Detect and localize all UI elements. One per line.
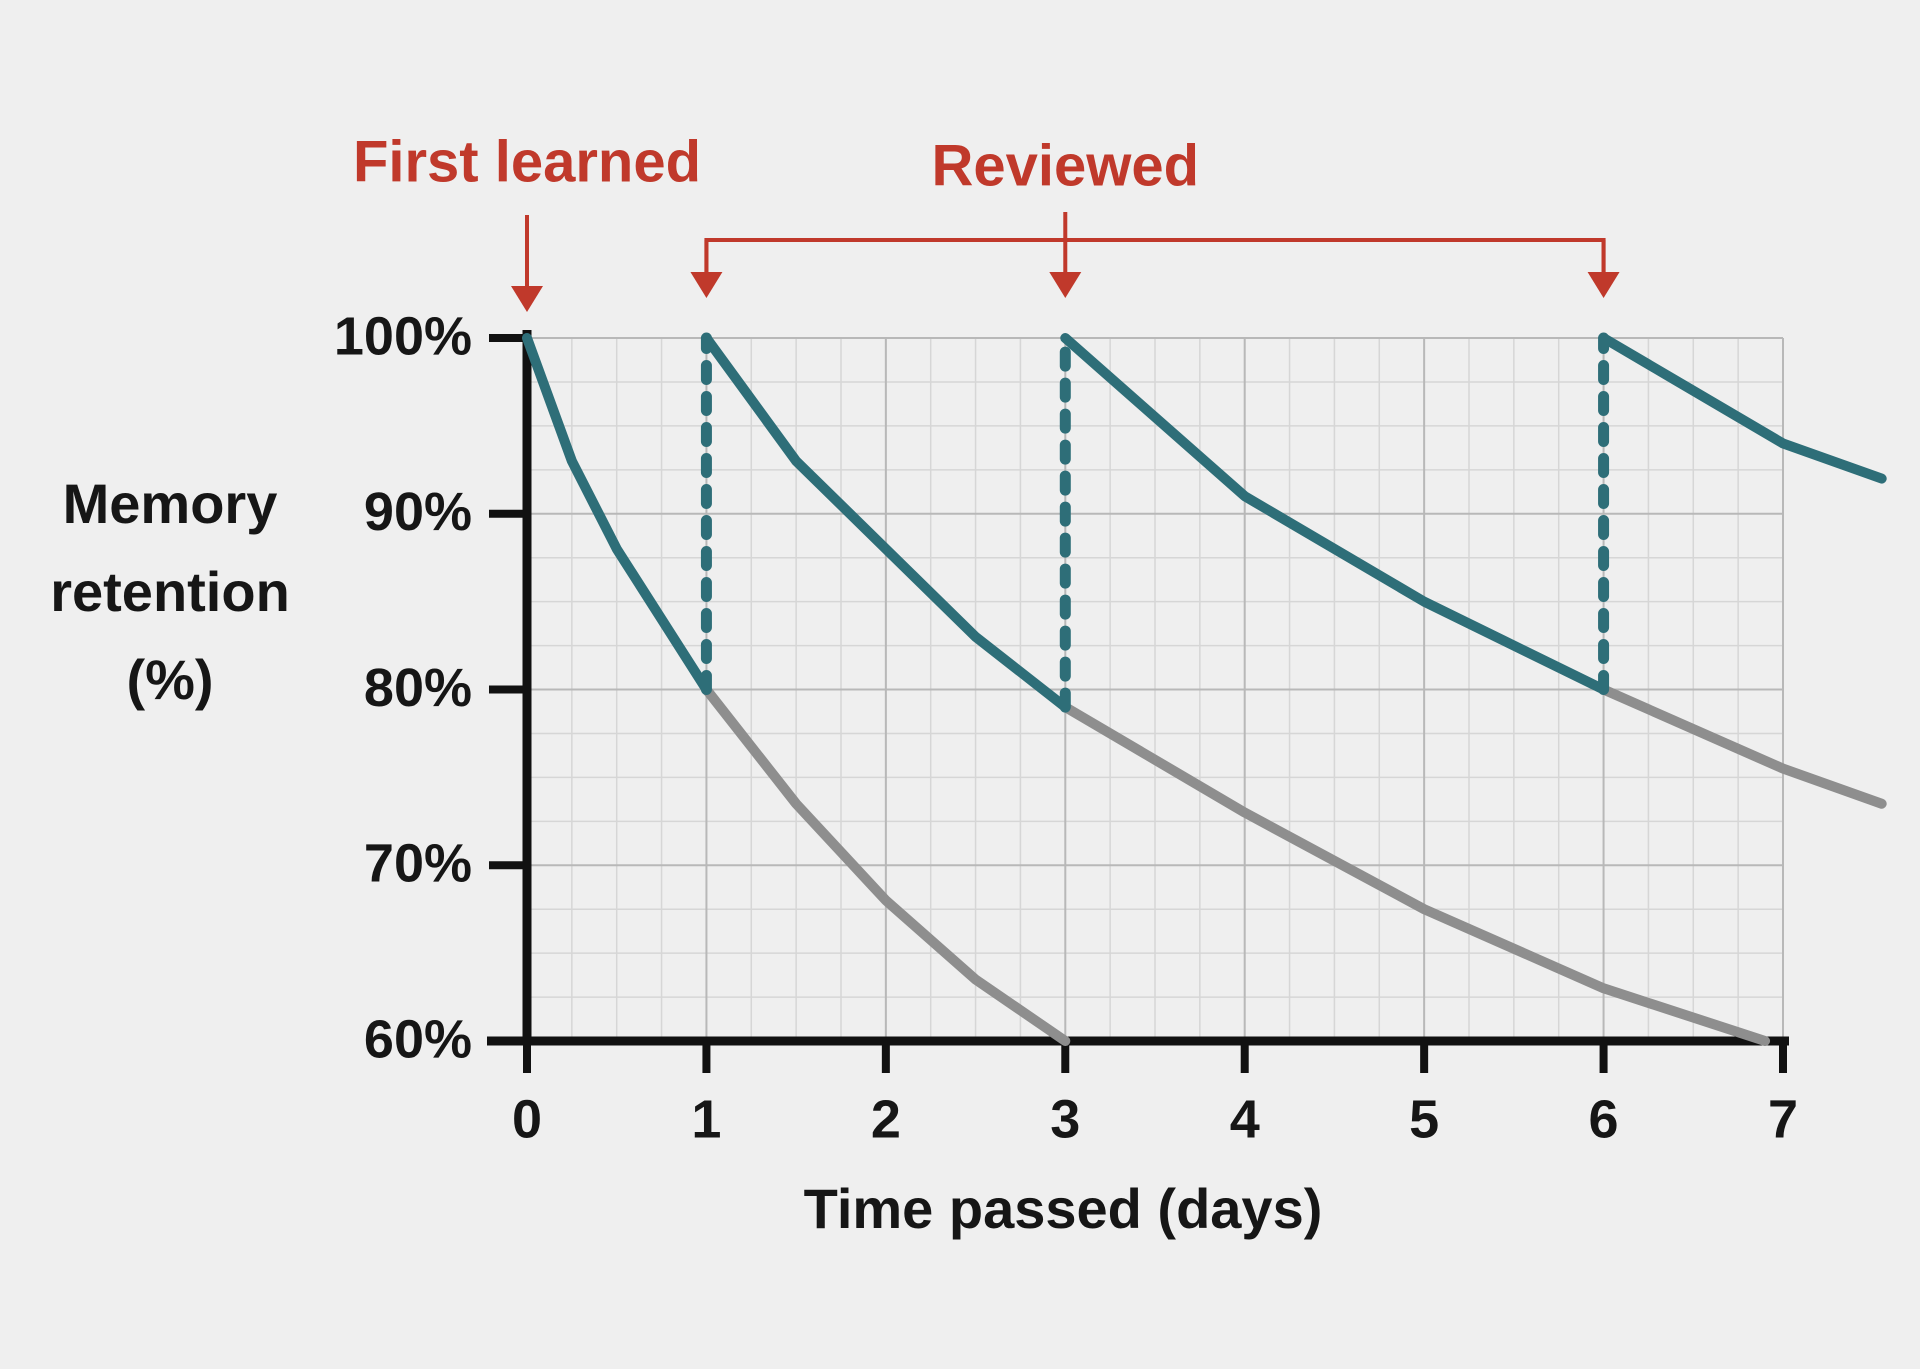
y-tick-label: 80%	[364, 658, 472, 718]
arrow-head	[690, 272, 723, 298]
y-axis-label: Memory retention (%)	[50, 472, 290, 711]
y-tick-label: 90%	[364, 482, 472, 542]
x-tick-label: 6	[1589, 1089, 1619, 1149]
bracket	[704, 238, 1606, 275]
arrow-head	[1587, 272, 1620, 298]
y-tick-label: 100%	[334, 306, 472, 366]
x-tick-label: 5	[1409, 1089, 1439, 1149]
curve	[1060, 333, 1609, 695]
x-tick-label: 3	[1050, 1089, 1080, 1149]
annotation: First learned	[353, 129, 701, 194]
curve	[1598, 333, 1887, 484]
arrow-head	[1049, 272, 1082, 298]
x-tick-label: 4	[1230, 1089, 1260, 1149]
y-tick-label: 70%	[364, 834, 472, 894]
annotation: Reviewed	[931, 133, 1199, 198]
x-tick-label: 0	[512, 1089, 542, 1149]
curve	[1060, 702, 1771, 1046]
x-tick-label: 7	[1768, 1089, 1798, 1149]
curve	[522, 333, 712, 695]
curve	[701, 333, 1071, 713]
y-tick-label: 60%	[364, 1009, 472, 1069]
curve	[701, 684, 1071, 1046]
curve	[1598, 684, 1887, 809]
x-axis-label: Time passed (days)	[804, 1177, 1323, 1240]
x-tick-label: 2	[871, 1089, 901, 1149]
x-tick-label: 1	[691, 1089, 721, 1149]
arrow-head	[511, 286, 543, 312]
